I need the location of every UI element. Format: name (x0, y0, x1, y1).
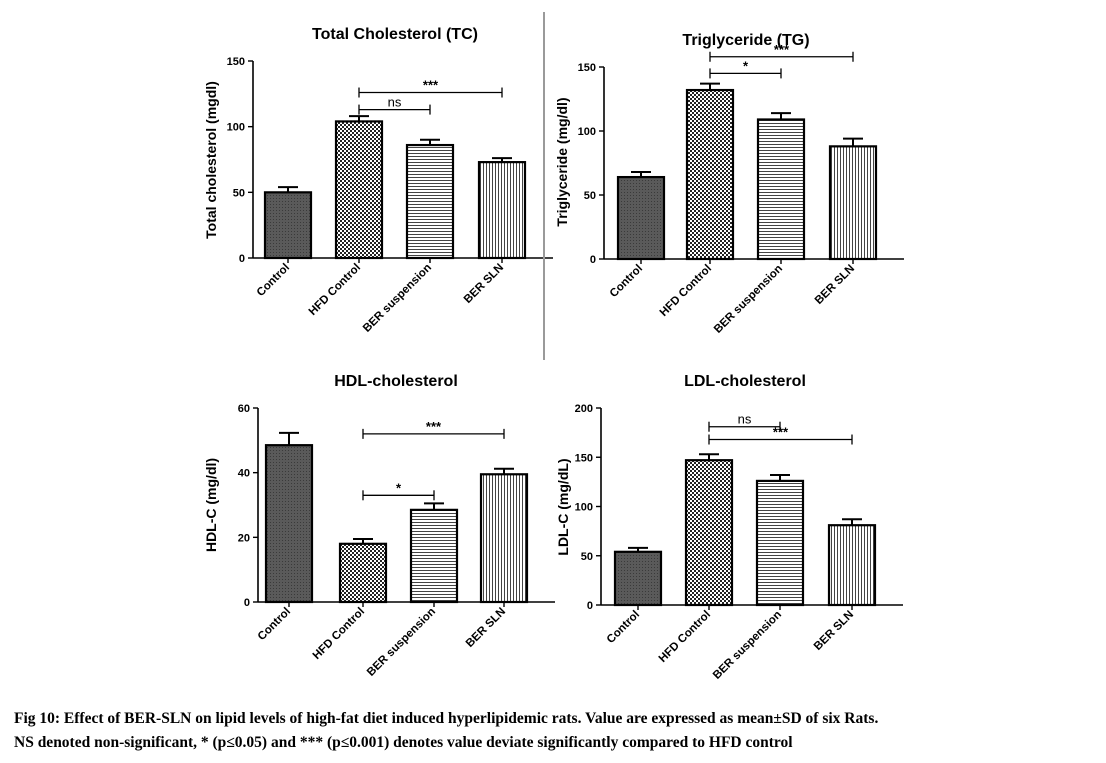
y-tick-label: 0 (587, 600, 593, 612)
chart-figure: Total Cholesterol (TC) Total cholesterol … (203, 26, 904, 682)
bar (409, 508, 459, 604)
chart-panel-2: Triglyceride (TG) Triglyceride (mg/dl) 0 50… (554, 32, 904, 336)
bar (338, 542, 388, 604)
chart-panel-4: LDL-cholesterol LDL-C (mg/dL) 0 50 100 150 200… (555, 373, 903, 682)
y-tick-label: 150 (575, 452, 593, 464)
significance-label: *** (426, 419, 442, 434)
bar (828, 145, 878, 261)
bar (685, 88, 735, 261)
y-tick-label: 100 (578, 126, 596, 138)
x-tick-label: Control (255, 262, 292, 299)
y-tick-label: 50 (581, 551, 593, 563)
x-tick-label: Control (256, 606, 293, 643)
x-tick-label: HFD Control (657, 609, 713, 665)
y-tick-label: 0 (244, 597, 250, 609)
bar (613, 550, 663, 607)
bar (479, 473, 529, 604)
figure-caption-line-2: NS denoted non-significant, * (p≤0.05) a… (14, 734, 793, 751)
bar (827, 524, 877, 607)
x-tick-label: BER SLN (813, 263, 857, 307)
x-tick-label: BER suspension (711, 609, 784, 682)
x-tick-label: BER suspension (712, 263, 785, 336)
chart-title: LDL-cholesterol (684, 373, 806, 390)
x-tick-label: HFD Control (311, 606, 367, 662)
bar (405, 143, 455, 260)
chart-panel-1: Total Cholesterol (TC) Total cholesterol … (203, 26, 553, 335)
x-tick-label: BER SLN (812, 609, 856, 653)
y-tick-label: 40 (238, 468, 250, 480)
bar (334, 120, 384, 260)
x-tick-label: BER suspension (365, 606, 438, 679)
chart-title: Triglyceride (TG) (682, 32, 809, 49)
chart-panel-3: HDL-cholesterol HDL-C (mg/dl) 0 20 40 60 Contr… (203, 373, 555, 679)
y-tick-label: 100 (575, 502, 593, 514)
y-tick-label: 60 (238, 403, 250, 415)
figure-caption-line-1: Fig 10: Effect of BER-SLN on lipid level… (14, 710, 879, 727)
y-tick-label: 0 (239, 253, 245, 265)
bar (263, 191, 313, 260)
significance-label: * (743, 58, 749, 73)
x-tick-label: BER SLN (464, 606, 508, 650)
bar (477, 161, 527, 260)
chart-title: HDL-cholesterol (334, 373, 458, 390)
x-tick-label: BER suspension (361, 262, 434, 335)
y-axis-label: Total cholesterol (mgdl) (203, 81, 219, 239)
y-tick-label: 50 (584, 190, 596, 202)
y-tick-label: 150 (227, 56, 245, 68)
y-tick-label: 20 (238, 532, 250, 544)
y-tick-label: 100 (227, 122, 245, 134)
x-tick-label: HFD Control (307, 262, 363, 318)
y-tick-label: 0 (590, 254, 596, 266)
bar (684, 459, 734, 607)
x-tick-label: BER SLN (462, 262, 506, 306)
significance-label: ns (388, 95, 402, 110)
significance-label: ns (738, 412, 752, 427)
significance-label: * (396, 480, 402, 495)
panel-divider (543, 12, 545, 360)
bar (264, 444, 314, 604)
x-tick-label: Control (605, 609, 642, 646)
significance-label: *** (774, 42, 790, 57)
significance-label: *** (423, 78, 439, 93)
y-tick-label: 50 (233, 187, 245, 199)
x-tick-label: HFD Control (658, 263, 714, 319)
y-tick-label: 200 (575, 403, 593, 415)
bar (756, 118, 806, 261)
significance-label: *** (773, 425, 789, 440)
x-tick-label: Control (608, 263, 645, 300)
y-tick-label: 150 (578, 62, 596, 74)
y-axis-label: Triglyceride (mg/dl) (554, 97, 570, 226)
y-axis-label: HDL-C (mg/dl) (203, 458, 219, 552)
figure: Total Cholesterol (TC) Total cholesterol … (203, 12, 904, 682)
y-axis-label: LDL-C (mg/dL) (555, 458, 571, 555)
bar (616, 175, 666, 261)
chart-title: Total Cholesterol (TC) (312, 26, 478, 43)
bar (755, 479, 805, 607)
